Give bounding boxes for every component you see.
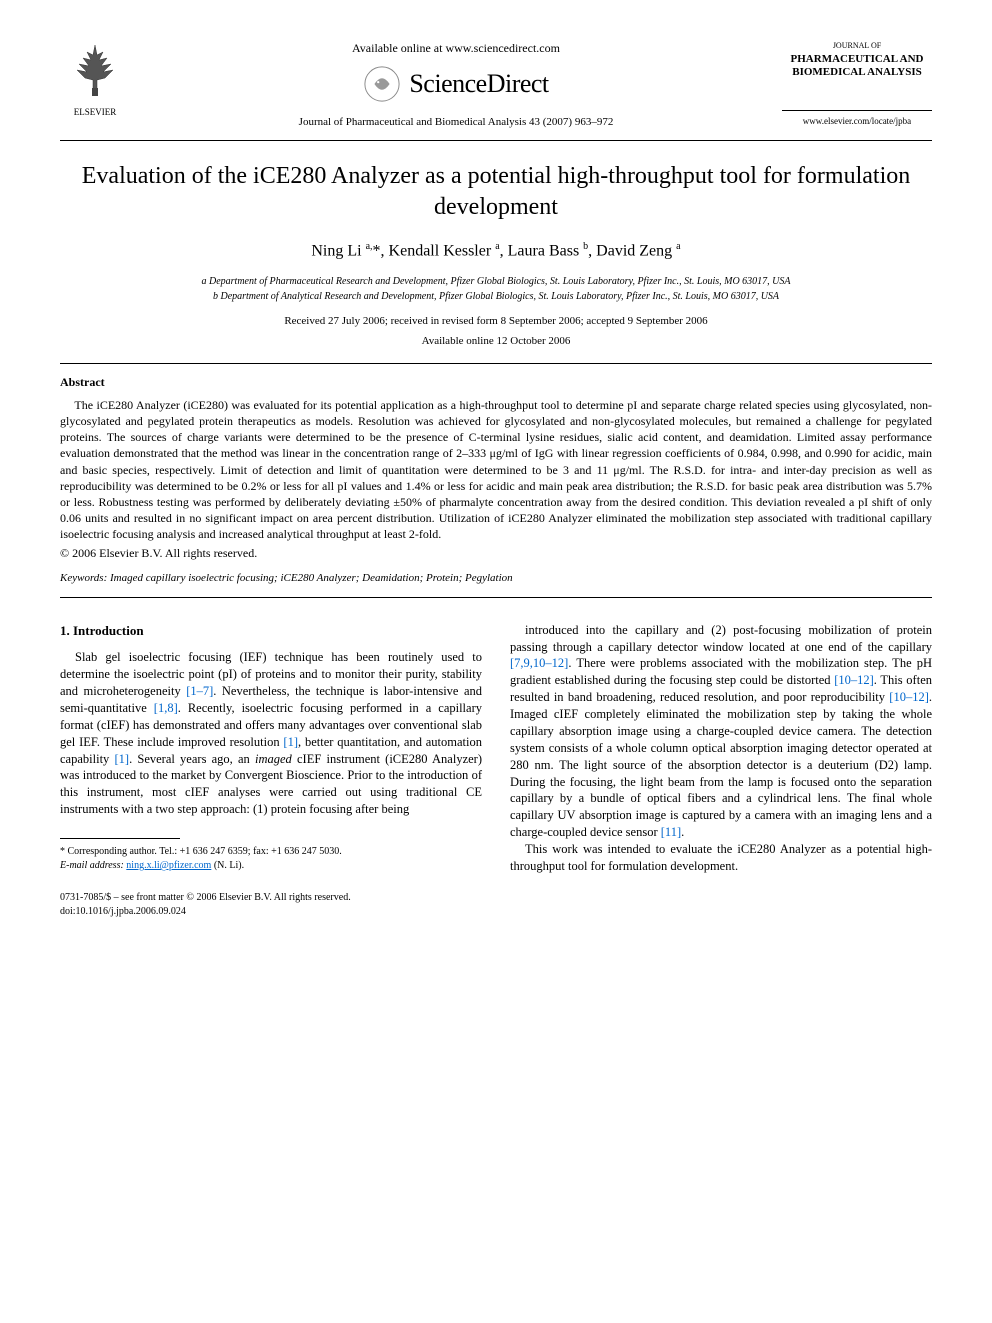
footnote-corresponding: * Corresponding author. Tel.: +1 636 247… [60,845,482,859]
intro-para-3: This work was intended to evaluate the i… [510,841,932,875]
available-online-date: Available online 12 October 2006 [60,334,932,349]
footer-doi: doi:10.1016/j.jpba.2006.09.024 [60,905,932,919]
email-label: E-mail address: [60,860,124,871]
available-online-text: Available online at www.sciencedirect.co… [150,40,762,57]
footer-issn: 0731-7085/$ – see front matter © 2006 El… [60,891,932,905]
journal-of-label: JOURNAL OF [782,40,932,51]
footnote-separator [60,838,180,839]
header-center: Available online at www.sciencedirect.co… [130,40,782,130]
sciencedirect-icon [363,65,401,103]
elsevier-tree-icon [65,40,125,100]
abstract-top-rule [60,363,932,364]
keywords-rule [60,597,932,598]
authors-line: Ning Li a,*, Kendall Kessler a, Laura Ba… [60,240,932,263]
column-left: 1. Introduction Slab gel isoelectric foc… [60,622,482,875]
abstract-text: The iCE280 Analyzer (iCE280) was evaluat… [60,397,932,543]
journal-url: www.elsevier.com/locate/jpba [782,110,932,128]
keywords-label: Keywords: [60,572,107,584]
journal-title-block: JOURNAL OF PHARMACEUTICAL AND BIOMEDICAL… [782,40,932,127]
column-right: introduced into the capillary and (2) po… [510,622,932,875]
journal-reference: Journal of Pharmaceutical and Biomedical… [150,115,762,130]
intro-para-2: introduced into the capillary and (2) po… [510,622,932,841]
article-title: Evaluation of the iCE280 Analyzer as a p… [60,161,932,223]
sciencedirect-logo: ScienceDirect [150,65,762,103]
body-columns: 1. Introduction Slab gel isoelectric foc… [60,622,932,875]
received-dates: Received 27 July 2006; received in revis… [60,314,932,329]
abstract-heading: Abstract [60,374,932,391]
sciencedirect-text: ScienceDirect [409,66,548,102]
keywords-line: Keywords: Imaged capillary isoelectric f… [60,571,932,586]
email-suffix: (N. Li). [214,860,244,871]
affiliations: a Department of Pharmaceutical Research … [60,274,932,304]
elsevier-logo: ELSEVIER [60,40,130,118]
abstract-copyright: © 2006 Elsevier B.V. All rights reserved… [60,545,932,562]
email-link[interactable]: ning.x.li@pfizer.com [126,860,211,871]
affiliation-a: a Department of Pharmaceutical Research … [60,274,932,289]
section-1-heading: 1. Introduction [60,622,482,640]
header-rule [60,140,932,141]
header-row: ELSEVIER Available online at www.science… [60,40,932,130]
elsevier-label: ELSEVIER [60,106,130,119]
affiliation-b: b Department of Analytical Research and … [60,289,932,304]
intro-para-1: Slab gel isoelectric focusing (IEF) tech… [60,649,482,818]
footnote-email-line: E-mail address: ning.x.li@pfizer.com (N.… [60,859,482,873]
page-footer: 0731-7085/$ – see front matter © 2006 El… [60,891,932,919]
corresponding-author-footnote: * Corresponding author. Tel.: +1 636 247… [60,845,482,873]
journal-name: PHARMACEUTICAL AND BIOMEDICAL ANALYSIS [782,53,932,79]
keywords-text: Imaged capillary isoelectric focusing; i… [110,572,513,584]
